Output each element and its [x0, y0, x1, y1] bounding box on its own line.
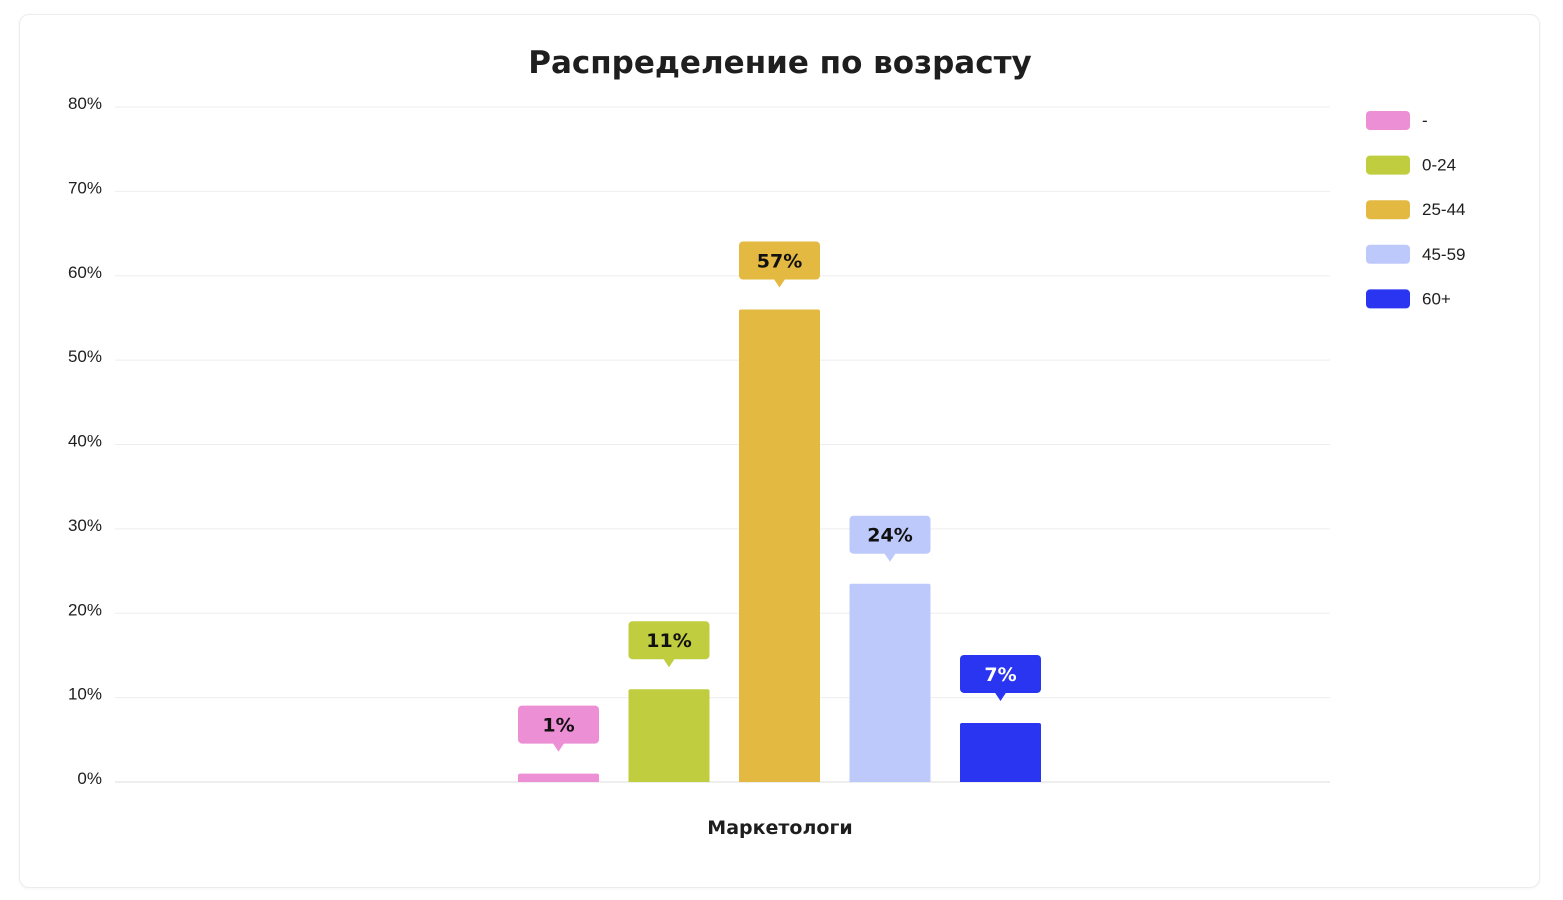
bar-60+ — [960, 722, 1041, 782]
y-tick-label: 80% — [68, 94, 102, 113]
legend-swatch — [1366, 200, 1410, 220]
data-label-box — [518, 705, 599, 744]
y-tick-label: 70% — [68, 178, 102, 197]
legend: - 0-24 25-44 45-59 60+ — [1366, 111, 1465, 309]
data-label-pointer — [552, 742, 565, 752]
bars — [518, 309, 1041, 782]
data-label-pointer — [773, 278, 786, 288]
legend-item[interactable]: - — [1366, 111, 1428, 130]
y-tick-label: 50% — [68, 347, 102, 366]
bar-2544 — [739, 309, 820, 782]
legend-label: 25-44 — [1422, 200, 1465, 219]
data-labels: 1% 11% 57% 24% 7% — [518, 241, 1041, 752]
legend-label: 60+ — [1422, 289, 1451, 308]
y-tick-label: 20% — [68, 600, 102, 619]
y-tick-label: 60% — [68, 263, 102, 282]
legend-swatch — [1366, 111, 1410, 130]
data-label: 7% — [984, 664, 1016, 686]
data-label-pointer — [663, 658, 675, 668]
y-tick-label: 0% — [77, 769, 102, 788]
data-label-callout: 11% — [628, 621, 710, 668]
data-label: 1% — [542, 715, 574, 737]
legend-label: 45-59 — [1422, 245, 1465, 264]
chart-title: Распределение по возрасту — [528, 45, 1032, 81]
data-label-callout: 57% — [739, 241, 820, 288]
data-label-box — [849, 515, 931, 554]
y-tick-label: 10% — [68, 685, 102, 704]
legend-swatch — [1366, 155, 1410, 175]
bar-4559 — [849, 583, 931, 782]
data-label-callout: 24% — [849, 515, 931, 562]
x-category-label: Маркетологи — [707, 817, 852, 839]
data-label: 57% — [757, 251, 802, 273]
bar- — [518, 773, 599, 782]
data-label-pointer — [994, 691, 1007, 701]
legend-swatch — [1366, 244, 1410, 264]
legend-item[interactable]: 45-59 — [1366, 245, 1465, 264]
legend-label: 0-24 — [1422, 156, 1456, 175]
data-label: 24% — [867, 525, 912, 547]
data-label-box — [960, 654, 1041, 693]
legend-item[interactable]: 60+ — [1366, 289, 1451, 309]
legend-item[interactable]: 25-44 — [1366, 200, 1465, 220]
data-label-box — [628, 621, 710, 660]
data-label-pointer — [884, 552, 896, 562]
y-axis-ticks: 0% 10% 20% 30% 40% 50% 60% 70% 80% — [68, 94, 102, 788]
data-label: 11% — [646, 630, 691, 652]
legend-item[interactable]: 0-24 — [1366, 155, 1456, 175]
legend-swatch — [1366, 289, 1410, 309]
legend-label: - — [1422, 111, 1428, 130]
data-label-callout: 1% — [518, 705, 599, 752]
y-tick-label: 40% — [68, 432, 102, 451]
grid-lines — [115, 106, 1330, 783]
bar-024 — [628, 689, 710, 782]
data-label-callout: 7% — [960, 654, 1041, 701]
data-label-box — [739, 241, 820, 280]
y-tick-label: 30% — [68, 516, 102, 535]
